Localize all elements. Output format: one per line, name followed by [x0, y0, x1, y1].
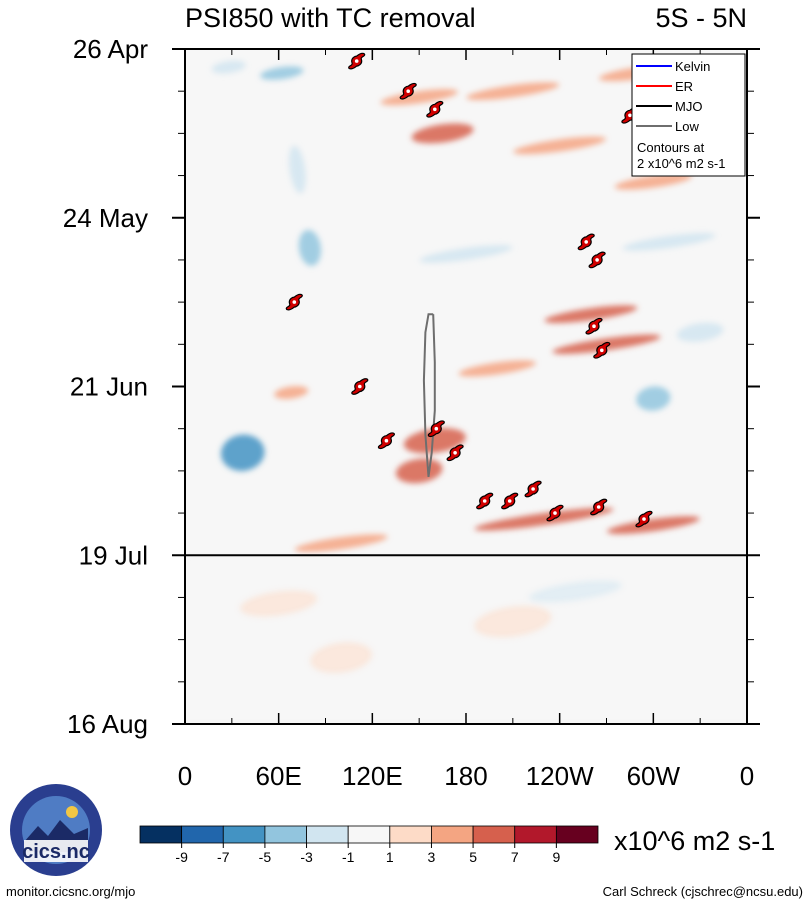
y-tick-label: 26 Apr: [73, 34, 149, 64]
anomaly-blob: [411, 123, 474, 144]
tropical-cyclone-icon: [348, 52, 366, 70]
colorbar-bin: [555, 825, 599, 844]
colorbar-label: 1: [386, 849, 394, 865]
anomaly-field: [185, 60, 747, 724]
colorbar-bin: [347, 825, 391, 844]
y-tick-label: 16 Aug: [67, 709, 148, 739]
anomaly-blob: [403, 428, 466, 454]
legend-note: 2 x10^6 m2 s-1: [637, 156, 725, 171]
footer-credit: Carl Schreck (cjschrec@ncsu.edu): [602, 884, 803, 899]
anomaly-blob: [211, 60, 246, 74]
legend-label: Kelvin: [675, 59, 710, 74]
tropical-cyclone-icon: [377, 432, 396, 450]
logo-sun-icon: [66, 806, 78, 818]
colorbar-bin: [431, 825, 474, 844]
anomaly-blob: [419, 245, 513, 263]
colorbar-label: -7: [217, 849, 230, 865]
x-tick-label: 0: [178, 761, 192, 791]
colorbar-bin: [389, 825, 432, 844]
x-tick-label: 60E: [256, 761, 302, 791]
anomaly-blob: [622, 233, 716, 251]
anomaly-blob: [606, 516, 700, 534]
tropical-cyclone-icon: [524, 480, 542, 498]
x-tick-label: 120W: [526, 761, 594, 791]
tropical-cyclone-icon: [476, 492, 494, 510]
anomaly-blob: [466, 82, 560, 101]
colorbar-bin: [472, 825, 516, 844]
anomaly-blob: [260, 66, 304, 80]
anomaly-blob: [474, 507, 614, 531]
colorbar-label: -5: [259, 849, 272, 865]
anomaly-blob: [294, 534, 388, 553]
colorbar-bin: [181, 825, 224, 844]
colorbar-units: x10^6 m2 s-1: [614, 826, 776, 856]
anomaly-blob: [676, 322, 724, 342]
tropical-cyclone-icon: [593, 341, 611, 359]
anomaly-blob: [636, 386, 671, 411]
tropical-cyclone-icon: [501, 492, 519, 510]
tropical-cyclone-icon: [426, 100, 444, 118]
anomaly-blob: [298, 229, 321, 266]
x-tick-label: 120E: [342, 761, 403, 791]
anomaly-blob: [220, 434, 265, 471]
anomaly-blob: [614, 173, 692, 190]
colorbar-bin: [264, 825, 307, 844]
mjo-contour: [422, 313, 436, 478]
tropical-cyclone-icon: [446, 444, 464, 462]
y-tick-label: 19 Jul: [79, 540, 148, 570]
colorbar: -9 -7 -5 -3 -1 1 3 5 7 9: [139, 825, 599, 865]
colorbar-label: 9: [552, 849, 560, 865]
tropical-cyclone-icon: [635, 510, 653, 528]
colorbar-label: 5: [469, 849, 477, 865]
legend-box: [631, 53, 746, 177]
legend-note: Contours at: [637, 140, 705, 155]
x-tick-label: 0: [740, 761, 754, 791]
anomaly-blob: [380, 89, 458, 106]
logo-text: cics.nc: [22, 841, 90, 863]
tropical-cyclone-icon: [399, 82, 417, 100]
x-tick-label: 180: [444, 761, 487, 791]
colorbar-bin: [222, 825, 266, 844]
cicsnc-logo: cics.nc: [10, 784, 102, 876]
overlay-layer: [285, 52, 653, 528]
tropical-cyclone-icon: [585, 317, 603, 335]
anomaly-blob: [544, 305, 638, 324]
anomaly-blob: [288, 145, 306, 194]
legend-label: Low: [675, 119, 699, 134]
axes: 0 60E 120E 180 120W 60W 0 26 Apr 24 May 21 Jun 19 …: [63, 34, 760, 791]
legend-label: MJO: [675, 99, 702, 114]
anomaly-blob: [458, 360, 536, 377]
colorbar-label: 7: [511, 849, 519, 865]
tropical-cyclone-icon: [427, 420, 445, 438]
chart-subtitle: 5S - 5N: [655, 3, 747, 33]
colorbar-label: -1: [342, 849, 355, 865]
y-tick-label: 21 Jun: [70, 372, 148, 402]
tropical-cyclone-icon: [285, 293, 303, 311]
colorbar-label: -9: [175, 849, 188, 865]
tropical-cyclone-icon: [577, 233, 595, 251]
tropical-cyclone-icon: [590, 498, 608, 516]
x-tick-label: 60W: [627, 761, 681, 791]
tropical-cyclone-icon: [546, 504, 564, 522]
y-tick-label: 24 May: [63, 203, 148, 233]
anomaly-blob: [274, 386, 309, 399]
colorbar-bin: [514, 825, 557, 844]
colorbar-label: -3: [300, 849, 313, 865]
anomaly-blob: [513, 136, 607, 155]
tropical-cyclone-icon: [351, 378, 369, 395]
legend: Kelvin ER MJO Low Contours at2 x10^6 m2 s-1: [631, 53, 746, 177]
footer-url[interactable]: monitor.cicsnc.org/mjo: [6, 884, 136, 899]
tropical-cyclone-icon: [588, 251, 606, 269]
chart-title: PSI850 with TC removal: [185, 3, 476, 33]
forecast-wash: [185, 555, 747, 724]
legend-label: ER: [675, 79, 693, 94]
colorbar-bin: [139, 825, 183, 844]
colorbar-bin: [306, 825, 349, 844]
colorbar-label: 3: [428, 849, 436, 865]
